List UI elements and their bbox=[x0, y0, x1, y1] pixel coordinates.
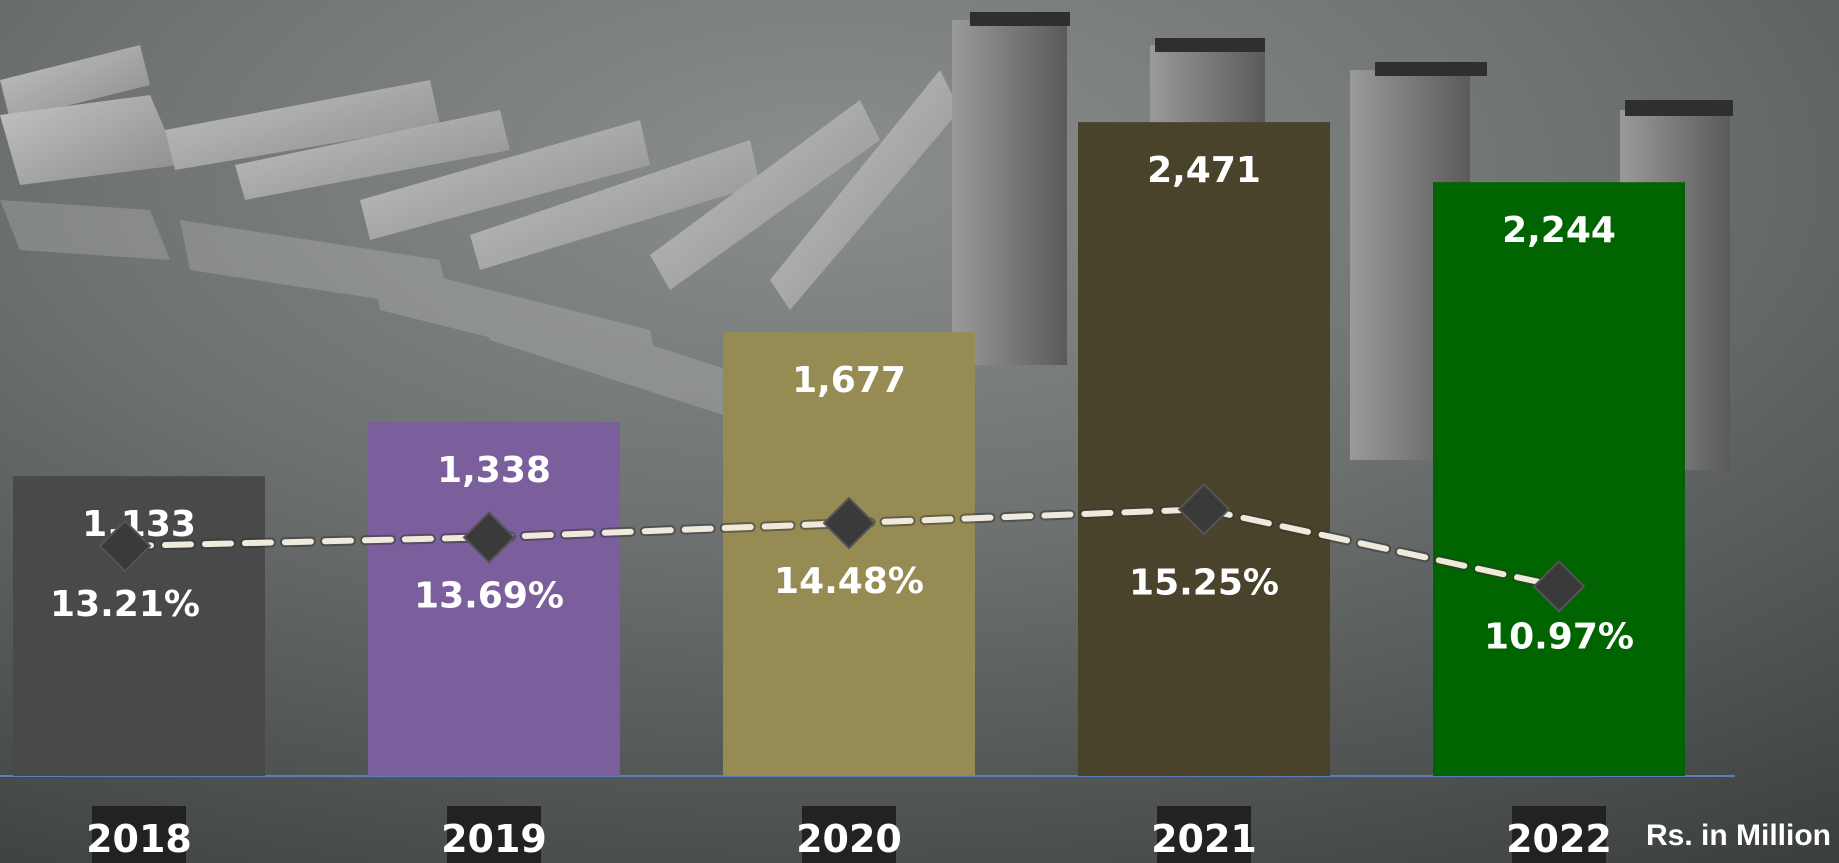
bar-value-label-2020: 1,677 bbox=[792, 360, 906, 401]
year-label-box-2019 bbox=[447, 806, 541, 863]
bar-2021 bbox=[1078, 122, 1330, 777]
ratio-label-2019: 13.69% bbox=[414, 575, 564, 616]
x-tick-label-2018: 2018 bbox=[86, 817, 192, 861]
x-tick-label-2022: 2022 bbox=[1506, 817, 1612, 861]
ratio-marker-2021 bbox=[1177, 482, 1231, 536]
ratio-marker-2019 bbox=[462, 510, 516, 564]
bar-value-label-2022: 2,244 bbox=[1502, 210, 1616, 251]
ratio-label-2022: 10.97% bbox=[1484, 616, 1634, 657]
ratio-label-2018: 13.21% bbox=[50, 584, 200, 625]
domino-reflections bbox=[0, 200, 770, 430]
year-label-box-2022 bbox=[1512, 806, 1606, 863]
bar-value-label-2021: 2,471 bbox=[1147, 150, 1261, 191]
bar-2020 bbox=[723, 332, 975, 776]
x-tick-label-2021: 2021 bbox=[1151, 817, 1257, 861]
ratio-label-2021: 15.25% bbox=[1129, 562, 1279, 603]
year-label-box-2020 bbox=[802, 806, 896, 863]
year-label-box-2018 bbox=[92, 806, 186, 863]
ratio-marker-2020 bbox=[822, 496, 876, 550]
x-tick-label-2019: 2019 bbox=[441, 817, 547, 861]
ratio-marker-2022 bbox=[1532, 559, 1586, 613]
ratio-marker-2018 bbox=[98, 519, 152, 573]
bar-value-label-2019: 1,338 bbox=[437, 450, 551, 491]
bar-2019 bbox=[368, 421, 620, 776]
bar-2022 bbox=[1433, 182, 1685, 777]
year-label-box-2021 bbox=[1157, 806, 1251, 863]
fallen-dominoes bbox=[0, 45, 960, 310]
ratio-label-2020: 14.48% bbox=[774, 561, 924, 602]
unit-note: Rs. in Million bbox=[1646, 819, 1831, 852]
x-tick-label-2020: 2020 bbox=[796, 817, 902, 861]
bar-2018 bbox=[13, 476, 265, 776]
